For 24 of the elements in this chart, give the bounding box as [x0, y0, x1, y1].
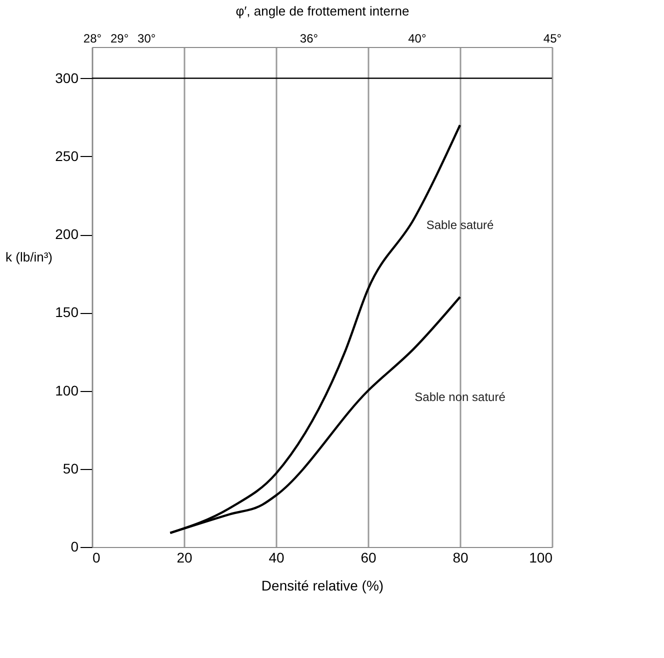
y-tick-label: 150 [55, 304, 79, 320]
x-tick-label: 60 [360, 550, 376, 566]
y-axis-title: k (lb/in³) [6, 250, 52, 264]
x-axis-title: Densité relative (%) [261, 578, 384, 594]
y-tick-label: 250 [55, 148, 79, 164]
y-tick-label: 0 [70, 538, 79, 554]
x2-tick-label: 30° [138, 32, 156, 46]
x2-tick-label: 40° [408, 32, 426, 46]
y-tick-label: 100 [55, 382, 79, 398]
x-tick-label: 100 [529, 550, 553, 566]
y-tick-label: 50 [62, 460, 79, 476]
x2-tick-label: 45° [543, 32, 562, 46]
annotation: Sable saturé [426, 218, 494, 232]
x-tick-label: 0 [92, 550, 100, 566]
x2-tick-label: 28° [83, 32, 102, 46]
x2-tick-label: 36° [300, 32, 318, 46]
x2-tick-label: 29° [110, 32, 129, 46]
y-tick-label: 200 [55, 226, 79, 242]
x2-axis-title: φ′, angle de frottement interne [236, 4, 410, 18]
x-tick-label: 20 [176, 550, 192, 566]
x-tick-label: 80 [452, 550, 468, 566]
x-tick-label: 40 [268, 550, 284, 566]
y-tick-label: 300 [55, 70, 79, 86]
annotation: Sable non saturé [414, 390, 506, 404]
